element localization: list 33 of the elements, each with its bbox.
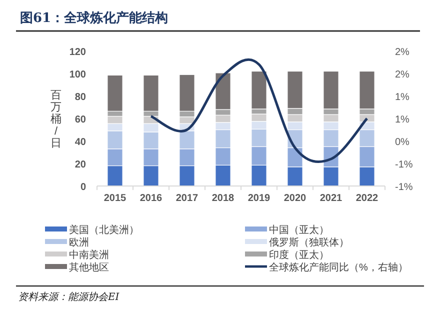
x-tick-label: 2016	[140, 193, 163, 204]
text: 资料来源：能源协会EI	[18, 291, 120, 303]
x-tick-label: 2015	[104, 193, 127, 204]
y-tick-label: 120	[69, 47, 86, 58]
x-tick-label: 2019	[248, 193, 271, 204]
x-tick-label: 2018	[212, 193, 235, 204]
y2-tick-label: 2%	[395, 47, 410, 58]
legend-label: 欧洲	[69, 236, 89, 248]
x-tick-label: 2021	[320, 193, 343, 204]
legend-label: 美国（北美洲）	[69, 224, 139, 236]
legend-label: 俄罗斯（独联体）	[269, 236, 349, 248]
y-tick-label: 100	[69, 70, 86, 80]
ylabel: 百万桶/日	[50, 90, 62, 150]
y-tick-label: 80	[74, 92, 86, 103]
chart-title: 图61：全球炼化产能结构	[20, 10, 168, 26]
y-tick-label: 60	[74, 114, 86, 126]
x-tick-label: 2022	[356, 193, 379, 204]
legend-label: 全球炼化产能同比（%，右轴）	[269, 262, 408, 274]
y2-tick-label: -1%	[395, 182, 413, 193]
y2-tick-label: 1%	[395, 92, 410, 103]
y-tick-label: 40	[74, 137, 86, 148]
y2-tick-label: 0%	[395, 137, 410, 148]
legend-label: 其他地区	[69, 262, 109, 274]
x-tick-label: 2020	[284, 193, 307, 204]
y2-tick-label: -1%	[395, 160, 413, 170]
legend-label: 印度（亚太）	[269, 249, 329, 261]
x-tick-label: 2017	[176, 193, 199, 204]
y2-tick-label: 1%	[395, 114, 410, 126]
y2-tick-label: 2%	[395, 70, 410, 80]
y-tick-label: 0	[80, 182, 86, 193]
legend-label: 中南美洲	[69, 249, 109, 261]
y-tick-label: 20	[74, 160, 86, 170]
legend-label: 中国（亚太）	[269, 224, 329, 236]
